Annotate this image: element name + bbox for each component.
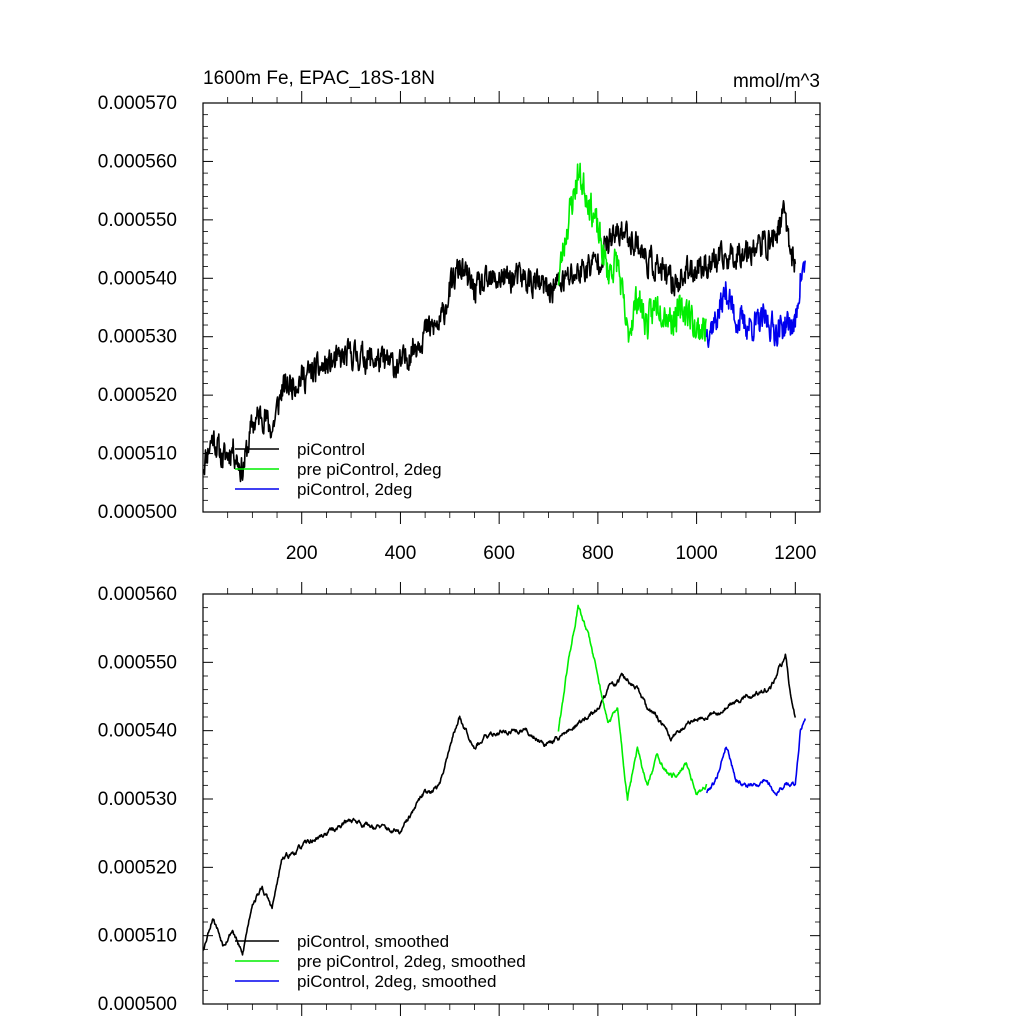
bottom-tick-layer: 0.000500 0.000510 0.000520 0.000530 0.000540… <box>98 582 820 1016</box>
series-line-1 <box>557 162 707 343</box>
bottom-series-layer <box>202 604 806 956</box>
legend-label-0: piControl <box>297 440 365 459</box>
y-tick-label: 0.000510 <box>98 444 177 465</box>
series-line-2 <box>705 260 806 349</box>
y-tick-label: 0.000540 <box>98 721 177 742</box>
x-tick-label: 1000 <box>675 543 717 564</box>
legend-label-1: pre piControl, 2deg, smoothed <box>297 952 526 971</box>
y-tick-label: 0.000570 <box>98 93 177 114</box>
y-tick-label: 0.000550 <box>98 210 177 231</box>
legend-label-2: piControl, 2deg <box>297 480 412 499</box>
x-tick-label: 800 <box>582 543 614 564</box>
x-tick-label: 400 <box>385 543 417 564</box>
y-tick-label: 0.000500 <box>98 994 177 1015</box>
top-tick-layer: 0.000500 0.000510 0.000520 0.000530 0.000540… <box>98 91 820 564</box>
y-tick-label: 0.000540 <box>98 268 177 289</box>
top-series-layer <box>202 162 806 483</box>
series-line-0 <box>202 200 797 483</box>
series-line-0 <box>202 653 797 956</box>
x-tick-label: 600 <box>483 543 515 564</box>
y-tick-label: 0.000500 <box>98 502 177 523</box>
y-tick-label: 0.000530 <box>98 789 177 810</box>
x-tick-label: 1200 <box>774 543 816 564</box>
y-tick-label: 0.000560 <box>98 584 177 605</box>
y-tick-label: 0.000560 <box>98 151 177 172</box>
top-plot-frame <box>202 102 821 513</box>
y-tick-label: 0.000550 <box>98 652 177 673</box>
y-tick-label: 0.000520 <box>98 857 177 878</box>
y-tick-label: 0.000520 <box>98 385 177 406</box>
top-chart-title: 1600m Fe, EPAC_18S-18N <box>203 68 435 89</box>
bottom-panel: 0.000500 0.000510 0.000520 0.000530 0.000540… <box>98 582 821 1016</box>
legend-label-0: piControl, smoothed <box>297 932 449 951</box>
x-tick-label: 200 <box>286 543 318 564</box>
top-chart-units-label: mmol/m^3 <box>733 71 820 92</box>
y-tick-label: 0.000530 <box>98 327 177 348</box>
bottom-plot-frame <box>202 593 821 1005</box>
series-line-2 <box>705 718 806 797</box>
y-tick-label: 0.000510 <box>98 926 177 947</box>
legend-label-1: pre piControl, 2deg <box>297 460 442 479</box>
legend-label-2: piControl, 2deg, smoothed <box>297 972 496 991</box>
series-line-1 <box>557 604 708 801</box>
top-panel: 1600m Fe, EPAC_18S-18N mmol/m^3 0.000500… <box>98 68 821 564</box>
